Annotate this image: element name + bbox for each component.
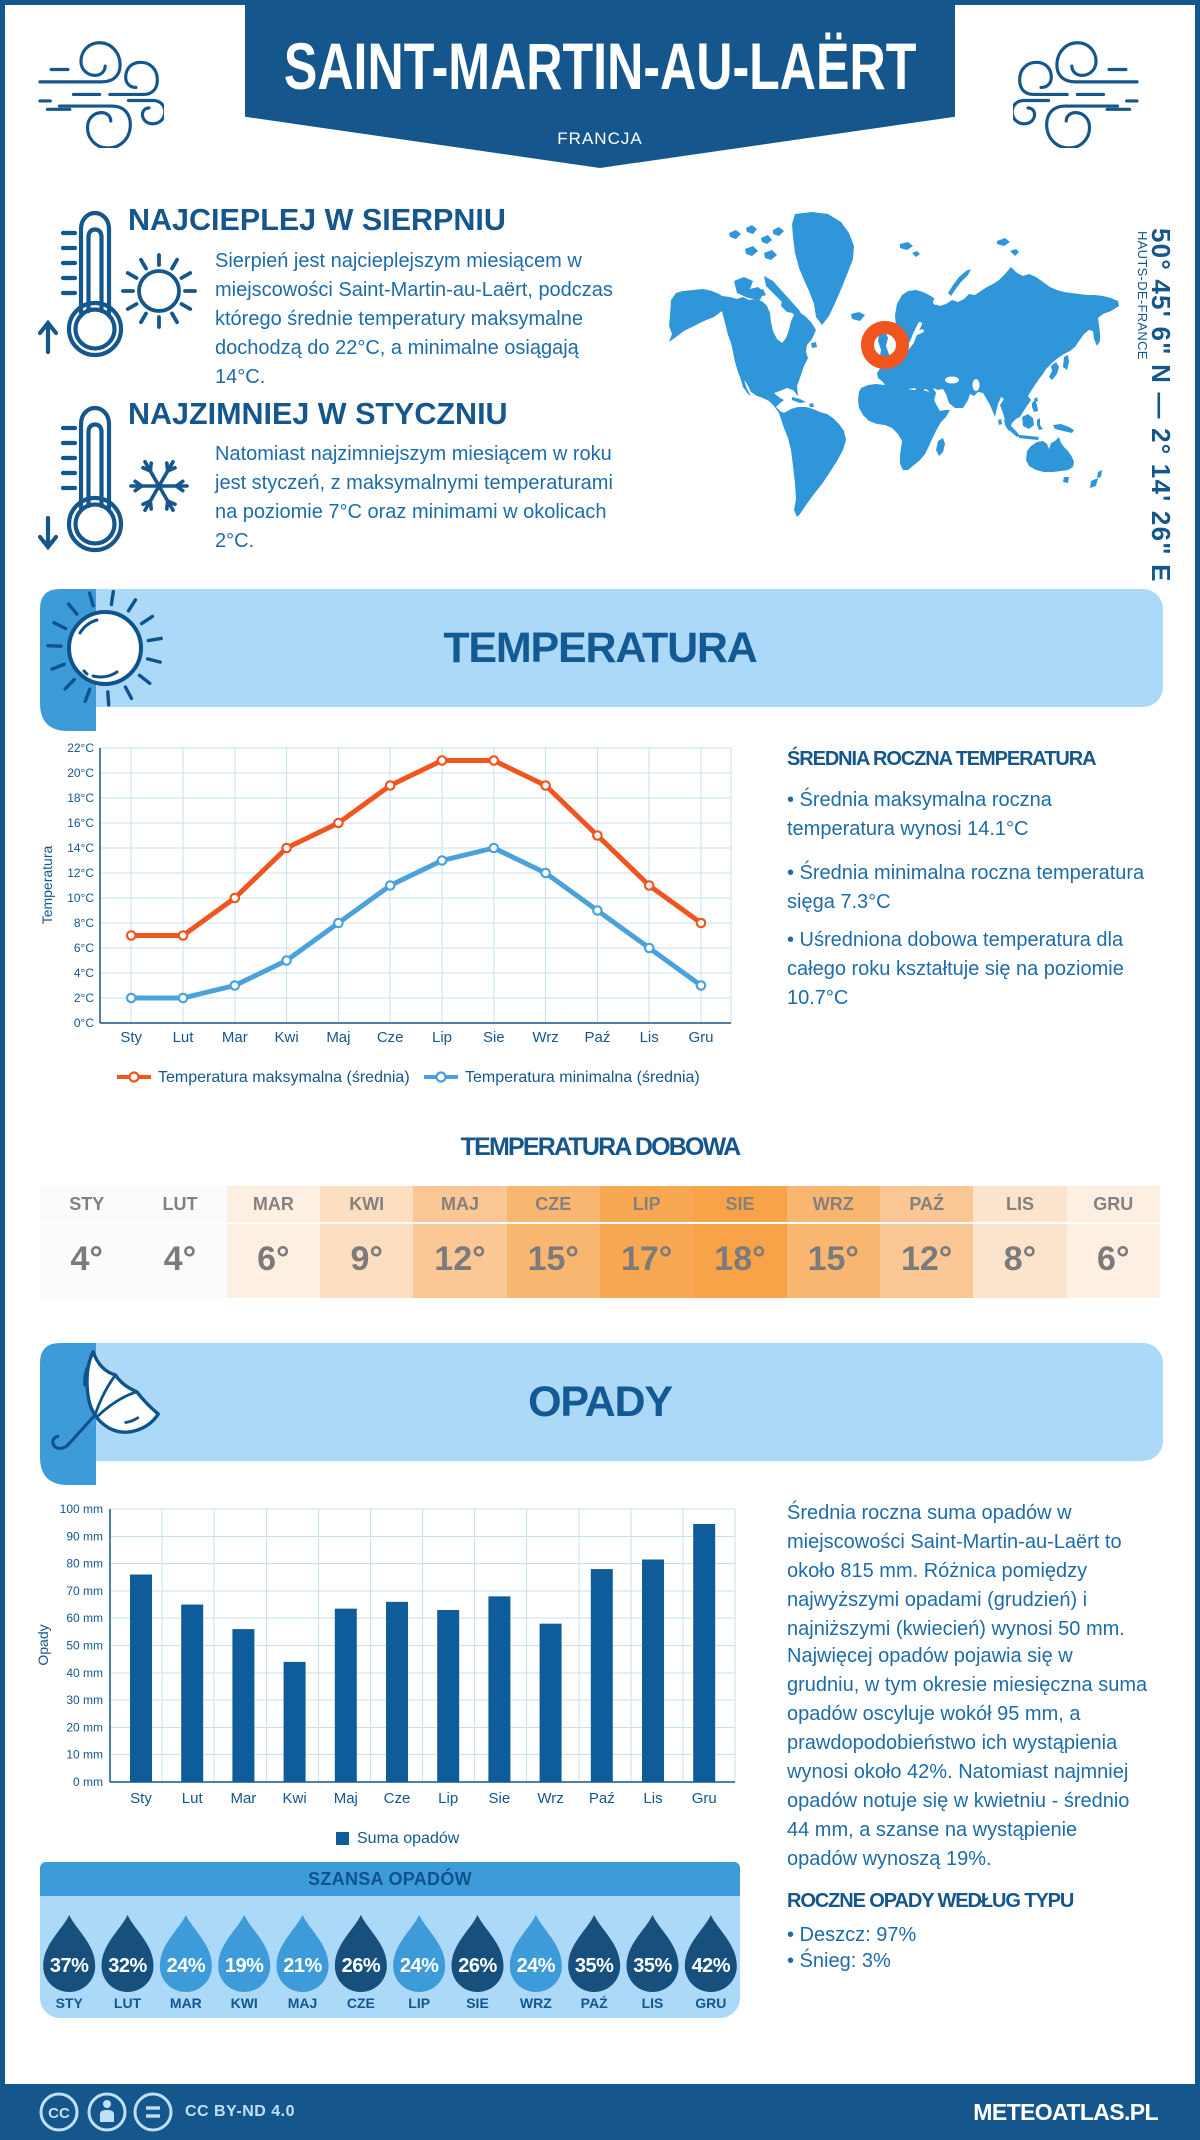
- svg-text:Sty: Sty: [120, 1029, 142, 1046]
- svg-text:LUT: LUT: [114, 1995, 142, 2011]
- svg-text:Lip: Lip: [432, 1029, 452, 1046]
- svg-text:20°C: 20°C: [67, 766, 94, 780]
- svg-text:Cze: Cze: [384, 1790, 411, 1807]
- svg-text:32%: 32%: [108, 1955, 147, 1977]
- svg-text:Lip: Lip: [438, 1790, 458, 1807]
- svg-text:12°C: 12°C: [67, 866, 94, 880]
- svg-text:Cze: Cze: [377, 1029, 404, 1046]
- svg-text:MAR: MAR: [170, 1995, 202, 2011]
- svg-text:21%: 21%: [283, 1955, 322, 1977]
- svg-text:80 mm: 80 mm: [66, 1557, 103, 1571]
- svg-text:KWI: KWI: [231, 1995, 258, 2011]
- svg-text:8°C: 8°C: [74, 916, 94, 930]
- svg-text:Suma opadów: Suma opadów: [357, 1830, 460, 1847]
- svg-text:Sie: Sie: [483, 1029, 505, 1046]
- svg-text:14°C: 14°C: [67, 841, 94, 855]
- svg-text:26%: 26%: [342, 1955, 381, 1977]
- svg-text:24%: 24%: [167, 1955, 206, 1977]
- svg-text:100 mm: 100 mm: [60, 1502, 103, 1516]
- svg-text:24%: 24%: [400, 1955, 439, 1977]
- svg-text:Kwi: Kwi: [275, 1029, 299, 1046]
- svg-text:Lis: Lis: [643, 1790, 662, 1807]
- svg-text:Wrz: Wrz: [537, 1790, 563, 1807]
- svg-text:35%: 35%: [575, 1955, 614, 1977]
- svg-text:40 mm: 40 mm: [66, 1666, 103, 1680]
- svg-text:Mar: Mar: [222, 1029, 248, 1046]
- svg-text:Lis: Lis: [640, 1029, 659, 1046]
- svg-text:Kwi: Kwi: [283, 1790, 307, 1807]
- svg-text:60 mm: 60 mm: [66, 1611, 103, 1625]
- svg-text:26%: 26%: [458, 1955, 497, 1977]
- svg-text:35%: 35%: [633, 1955, 672, 1977]
- svg-text:4°C: 4°C: [74, 966, 94, 980]
- svg-text:WRZ: WRZ: [520, 1995, 552, 2011]
- svg-text:6°C: 6°C: [74, 941, 94, 955]
- svg-text:Maj: Maj: [334, 1790, 358, 1807]
- svg-text:0 mm: 0 mm: [73, 1775, 103, 1789]
- svg-text:LIP: LIP: [408, 1995, 430, 2011]
- svg-text:Gru: Gru: [692, 1790, 717, 1807]
- svg-text:30 mm: 30 mm: [66, 1693, 103, 1707]
- svg-text:STY: STY: [56, 1995, 84, 2011]
- svg-text:GRU: GRU: [695, 1995, 726, 2011]
- svg-text:16°C: 16°C: [67, 816, 94, 830]
- svg-text:22°C: 22°C: [67, 741, 94, 755]
- svg-text:20 mm: 20 mm: [66, 1720, 103, 1734]
- svg-text:Wrz: Wrz: [532, 1029, 558, 1046]
- svg-text:10 mm: 10 mm: [66, 1748, 103, 1762]
- svg-text:Lut: Lut: [173, 1029, 195, 1046]
- svg-text:Maj: Maj: [326, 1029, 350, 1046]
- svg-text:10°C: 10°C: [67, 891, 94, 905]
- svg-text:50 mm: 50 mm: [66, 1639, 103, 1653]
- svg-text:0°C: 0°C: [74, 1016, 94, 1030]
- svg-text:SIE: SIE: [466, 1995, 489, 2011]
- svg-text:Paź: Paź: [584, 1029, 610, 1046]
- svg-text:2°C: 2°C: [74, 991, 94, 1005]
- svg-text:37%: 37%: [50, 1955, 89, 1977]
- svg-text:MAJ: MAJ: [288, 1995, 318, 2011]
- svg-text:24%: 24%: [517, 1955, 556, 1977]
- svg-text:70 mm: 70 mm: [66, 1584, 103, 1598]
- svg-text:Gru: Gru: [688, 1029, 713, 1046]
- svg-text:CZE: CZE: [347, 1995, 375, 2011]
- svg-text:Temperatura minimalna (średnia: Temperatura minimalna (średnia): [465, 1069, 700, 1086]
- svg-text:19%: 19%: [225, 1955, 264, 1977]
- svg-text:Temperatura maksymalna (średni: Temperatura maksymalna (średnia): [158, 1069, 410, 1086]
- svg-text:Temperatura: Temperatura: [39, 845, 55, 924]
- svg-text:42%: 42%: [692, 1955, 731, 1977]
- svg-text:Sie: Sie: [489, 1790, 511, 1807]
- svg-text:Paź: Paź: [589, 1790, 615, 1807]
- svg-text:Opady: Opady: [35, 1624, 51, 1665]
- svg-text:PAŹ: PAŹ: [581, 1995, 608, 2011]
- svg-text:LIS: LIS: [642, 1995, 664, 2011]
- svg-text:Sty: Sty: [130, 1790, 152, 1807]
- svg-text:Mar: Mar: [230, 1790, 256, 1807]
- svg-text:CC: CC: [48, 2105, 70, 2122]
- svg-text:18°C: 18°C: [67, 791, 94, 805]
- svg-text:Lut: Lut: [182, 1790, 204, 1807]
- svg-text:90 mm: 90 mm: [66, 1529, 103, 1543]
